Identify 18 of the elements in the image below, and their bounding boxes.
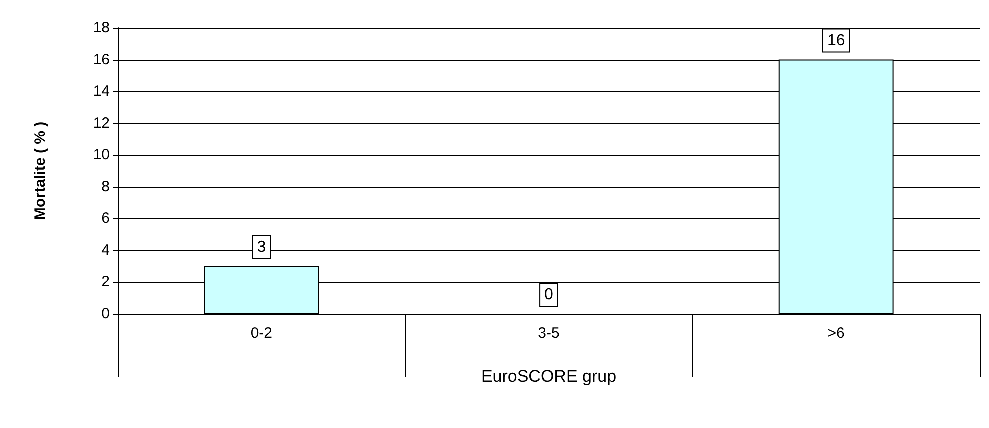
data-label: 3 bbox=[257, 238, 266, 256]
y-tick-label: 2 bbox=[102, 274, 110, 291]
x-tick-label: 0-2 bbox=[250, 325, 273, 342]
y-tick-label: 18 bbox=[93, 20, 110, 36]
y-tick-label: 8 bbox=[102, 178, 110, 196]
data-label: 16 bbox=[827, 32, 846, 50]
y-tick-label: 4 bbox=[102, 242, 110, 259]
y-tick-label: 10 bbox=[93, 146, 110, 164]
y-tick-label: 14 bbox=[93, 83, 110, 100]
x-tick-label: >6 bbox=[828, 325, 845, 342]
y-tick-label: 6 bbox=[102, 210, 110, 228]
y-axis-title: Mortalite ( % ) bbox=[32, 122, 49, 220]
y-tick-label: 0 bbox=[102, 306, 110, 322]
data-label: 0 bbox=[544, 286, 554, 304]
y-tick-label: 12 bbox=[93, 114, 110, 132]
x-axis-title: EuroSCORE grup bbox=[481, 367, 617, 386]
y-tick-label: 16 bbox=[93, 51, 110, 68]
x-tick-label: 3-5 bbox=[538, 325, 560, 342]
